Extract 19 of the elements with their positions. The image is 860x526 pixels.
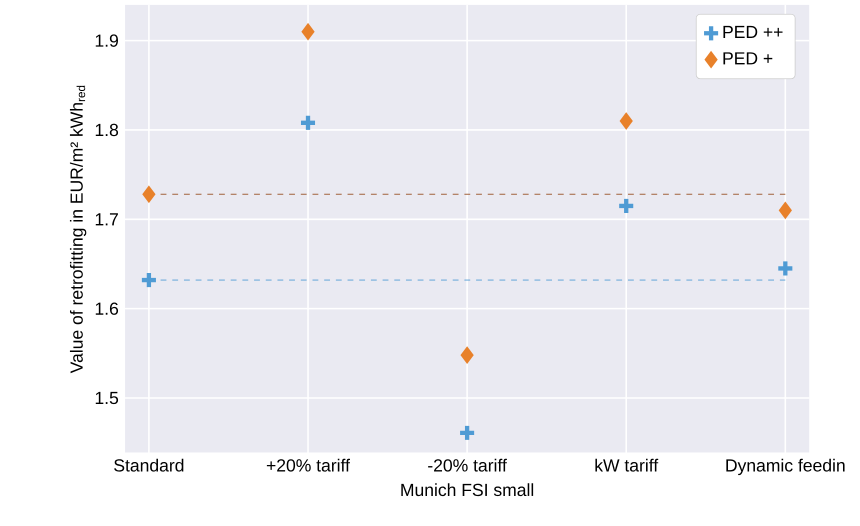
legend-label: PED + [723,52,772,64]
x-axis-title: Munich FSI small [401,483,534,496]
x-tick-label: kW tariff [595,458,658,472]
x-tick-label: -20% tariff [428,458,507,472]
y-axis-title: Value of retrofitting in EUR/m² kWh$_{red}$ [70,86,86,374]
point [778,202,792,220]
x-tick-label: Dynamic feedin [726,458,845,476]
y-tick-label: 1.9 [96,34,118,47]
point [460,346,474,364]
y-tick-label: 1.5 [96,392,118,404]
x-tick-label: Standard [114,458,184,472]
x-tick-label: +20% tariff [266,458,350,472]
point [620,112,633,130]
y-tick-label: 1.8 [96,124,118,136]
legend-label: PED ++ [723,26,783,38]
y-tick-label: 1.6 [96,302,118,315]
point [142,186,156,203]
point [301,23,315,40]
y-tick-label: 1.7 [96,213,118,226]
